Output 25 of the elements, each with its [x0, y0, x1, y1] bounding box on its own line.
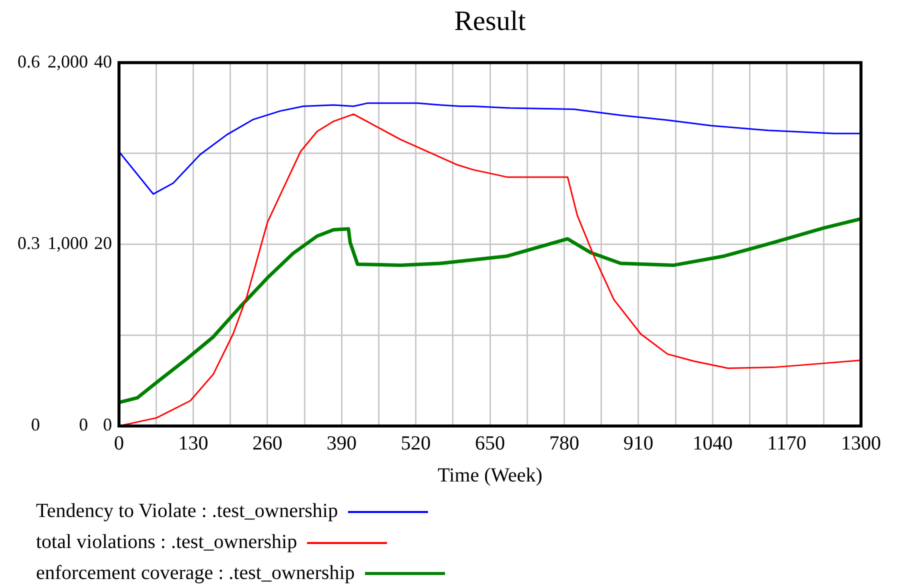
legend-label: total violations : .test_ownership — [36, 531, 298, 554]
x-tick-label: 390 — [326, 432, 357, 454]
legend-label: enforcement coverage : .test_ownership — [36, 562, 355, 585]
x-tick-label: 910 — [623, 432, 654, 454]
x-tick-label: 0 — [114, 432, 124, 454]
y3-tick-label: 40 — [94, 51, 112, 72]
legend-label: Tendency to Violate : .test_ownership — [36, 500, 338, 523]
y-tick-label: 0 — [31, 414, 40, 435]
y2-tick-label: 1,000 — [48, 233, 88, 254]
y2-tick-label: 2,000 — [48, 51, 88, 72]
y-tick-label: 0.3 — [18, 233, 40, 254]
x-tick-label: 1040 — [692, 432, 733, 454]
x-tick-label: 1170 — [767, 432, 806, 454]
x-tick-label: 130 — [178, 432, 208, 454]
x-tick-label: 260 — [252, 432, 282, 454]
x-tick-label: 1300 — [841, 432, 881, 454]
y2-tick-label: 0 — [79, 414, 88, 435]
y-tick-label: 0.6 — [18, 51, 40, 72]
chart-title: Result — [454, 6, 526, 38]
y3-tick-label: 20 — [94, 233, 112, 254]
x-axis-title: Time (Week) — [438, 464, 542, 486]
x-tick-label: 650 — [475, 432, 505, 454]
y3-tick-label: 0 — [103, 414, 112, 435]
x-tick-label: 520 — [400, 432, 431, 454]
x-tick-label: 780 — [549, 432, 580, 454]
